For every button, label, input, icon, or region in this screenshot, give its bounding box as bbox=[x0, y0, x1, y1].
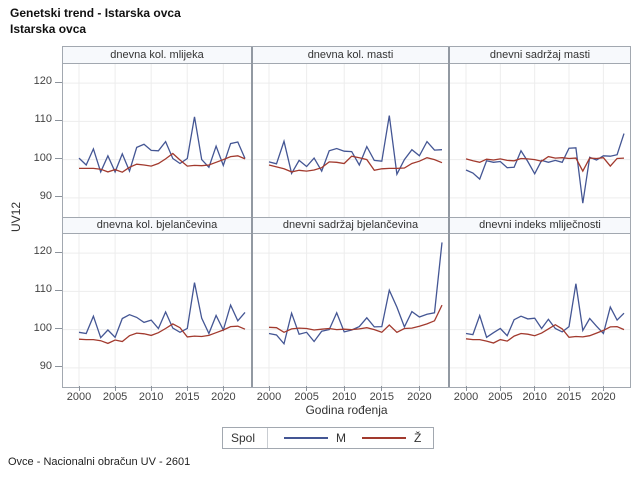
y-tick-mark bbox=[55, 158, 62, 160]
plot-dnevni-sadrzaj-masti bbox=[450, 64, 630, 217]
x-tick-mark bbox=[268, 386, 270, 391]
y-tick-label: 110 bbox=[34, 283, 52, 296]
legend-label-male: M bbox=[336, 431, 347, 445]
panel-header-dnevni-sadrzaj-masti: dnevni sadržaj masti bbox=[450, 47, 630, 64]
y-tick-mark bbox=[55, 81, 62, 83]
legend-separator bbox=[267, 428, 269, 448]
series-line-female bbox=[465, 155, 625, 173]
x-axis-label: Godina rođenja bbox=[305, 403, 388, 417]
x-tick-label: 2000 bbox=[453, 391, 479, 403]
x-tick-mark bbox=[150, 386, 152, 391]
x-tick-mark bbox=[186, 386, 188, 391]
plot-dnevni-indeks-mlijecnosti bbox=[450, 234, 630, 387]
x-tick-mark bbox=[499, 386, 501, 391]
x-tick-label: 2015 bbox=[369, 391, 395, 403]
x-tick-mark bbox=[343, 386, 345, 391]
x-tick-mark bbox=[222, 386, 224, 391]
legend-line-male bbox=[284, 437, 329, 439]
y-tick-label: 90 bbox=[39, 359, 52, 372]
series-line-female bbox=[465, 323, 625, 344]
x-tick-label: 2010 bbox=[522, 391, 547, 403]
y-tick-label: 100 bbox=[33, 321, 52, 334]
x-tick-mark bbox=[602, 386, 604, 391]
x-axis-panel-1: 2000 2005 2010 2015 2020 bbox=[63, 386, 251, 404]
column-divider bbox=[448, 47, 450, 387]
plot-dnevni-sadrzaj-bjelancevina bbox=[253, 234, 448, 387]
series-line-male bbox=[465, 133, 625, 204]
y-tick-label: 100 bbox=[33, 151, 52, 164]
x-tick-mark bbox=[465, 386, 467, 391]
x-tick-mark bbox=[418, 386, 420, 391]
x-axis-panel-3: 2000 2005 2010 2015 2020 bbox=[450, 386, 630, 404]
x-tick-mark bbox=[381, 386, 383, 391]
y-tick-mark bbox=[55, 119, 62, 121]
series-line-female bbox=[78, 323, 246, 345]
legend-label-female: Ž bbox=[414, 431, 422, 445]
plot-dnevna-kol-mlijeka bbox=[63, 64, 251, 217]
x-tick-label: 2000 bbox=[256, 391, 282, 403]
x-tick-label: 2000 bbox=[66, 391, 92, 403]
y-tick-mark bbox=[55, 196, 62, 198]
x-tick-mark bbox=[568, 386, 570, 391]
panel-header-dnevna-kol-bjelancevina: dnevna kol. bjelančevina bbox=[63, 217, 251, 234]
x-tick-label: 2010 bbox=[138, 391, 164, 403]
y-tick-label: 90 bbox=[39, 189, 52, 202]
x-tick-label: 2005 bbox=[102, 391, 128, 403]
x-tick-mark bbox=[114, 386, 116, 391]
x-tick-mark bbox=[306, 386, 308, 391]
y-tick-mark bbox=[55, 289, 62, 291]
series-line-male bbox=[78, 282, 246, 339]
panel-header-dnevni-sadrzaj-bjelancevina: dnevni sadržaj bjelančevina bbox=[253, 217, 448, 234]
series-line-female bbox=[268, 155, 443, 173]
footnote: Ovce - Nacionalni obračun UV - 2601 bbox=[8, 456, 191, 468]
y-tick-mark bbox=[55, 251, 62, 253]
graph-subtitle: Istarska ovca bbox=[10, 22, 87, 36]
x-tick-label: 2005 bbox=[488, 391, 513, 403]
plot-dnevna-kol-masti bbox=[253, 64, 448, 217]
x-tick-mark bbox=[534, 386, 536, 391]
series-line-female bbox=[268, 304, 443, 334]
series-line-male bbox=[268, 242, 443, 346]
panel-lattice: dnevna kol. mlijeka dnevna kol. masti dn… bbox=[62, 46, 631, 388]
x-tick-label: 2015 bbox=[556, 391, 582, 403]
legend-title: Spol bbox=[231, 431, 256, 445]
x-tick-label: 2020 bbox=[211, 391, 236, 403]
x-tick-label: 2015 bbox=[175, 391, 200, 403]
y-tick-mark bbox=[55, 366, 62, 368]
column-divider bbox=[251, 47, 253, 387]
x-tick-label: 2020 bbox=[591, 391, 616, 403]
legend-line-female bbox=[362, 437, 407, 439]
panel-header-dnevni-indeks-mlijecnosti: dnevni indeks mliječnosti bbox=[450, 217, 630, 234]
y-tick-label: 110 bbox=[34, 113, 52, 126]
y-tick-mark bbox=[55, 328, 62, 330]
x-tick-mark bbox=[78, 386, 80, 391]
x-axis-panel-2: 2000 2005 2010 2015 2020 bbox=[253, 386, 448, 404]
series-line-female bbox=[79, 152, 246, 173]
x-tick-label: 2020 bbox=[407, 391, 432, 403]
series-line-male bbox=[465, 283, 625, 339]
x-tick-label: 2010 bbox=[331, 391, 357, 403]
plot-dnevna-kol-bjelancevina bbox=[63, 234, 251, 387]
x-tick-label: 2005 bbox=[294, 391, 319, 403]
series-line-male bbox=[268, 115, 443, 177]
graph-title: Genetski trend - Istarska ovca bbox=[10, 6, 181, 20]
panel-header-dnevna-kol-mlijeka: dnevna kol. mlijeka bbox=[63, 47, 251, 64]
panel-header-dnevna-kol-masti: dnevna kol. masti bbox=[253, 47, 448, 64]
legend: Spol M Ž bbox=[222, 427, 435, 449]
y-tick-label: 120 bbox=[33, 75, 52, 88]
y-tick-label: 120 bbox=[33, 245, 52, 258]
series-line-male bbox=[78, 116, 246, 174]
